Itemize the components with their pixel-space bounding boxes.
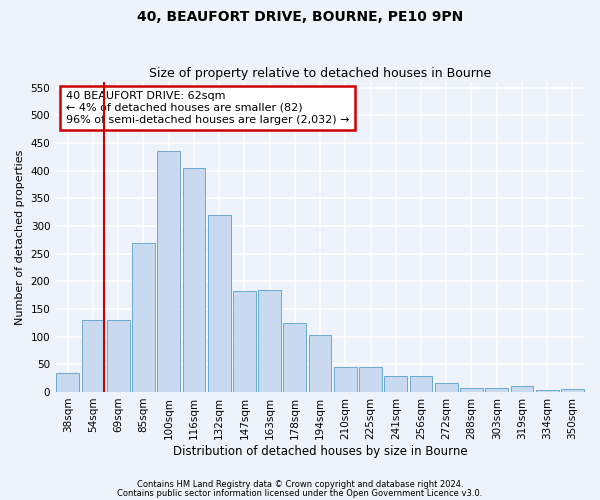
Bar <box>132 242 155 392</box>
Bar <box>385 376 407 392</box>
Bar <box>208 215 230 392</box>
Bar <box>258 290 281 392</box>
Bar <box>485 388 508 392</box>
Bar <box>182 168 205 392</box>
Bar <box>334 367 356 392</box>
Text: Contains HM Land Registry data © Crown copyright and database right 2024.: Contains HM Land Registry data © Crown c… <box>137 480 463 489</box>
Bar <box>410 376 433 392</box>
Bar <box>536 390 559 392</box>
Bar <box>157 151 180 392</box>
Bar <box>56 372 79 392</box>
Bar <box>359 367 382 392</box>
Text: 40, BEAUFORT DRIVE, BOURNE, PE10 9PN: 40, BEAUFORT DRIVE, BOURNE, PE10 9PN <box>137 10 463 24</box>
Bar <box>283 323 306 392</box>
Bar <box>233 290 256 392</box>
Bar <box>435 382 458 392</box>
Bar <box>511 386 533 392</box>
Bar <box>309 335 331 392</box>
X-axis label: Distribution of detached houses by size in Bourne: Distribution of detached houses by size … <box>173 444 467 458</box>
Bar <box>107 320 130 392</box>
Bar <box>561 388 584 392</box>
Y-axis label: Number of detached properties: Number of detached properties <box>15 150 25 324</box>
Text: 40 BEAUFORT DRIVE: 62sqm
← 4% of detached houses are smaller (82)
96% of semi-de: 40 BEAUFORT DRIVE: 62sqm ← 4% of detache… <box>66 92 349 124</box>
Bar <box>82 320 104 392</box>
Bar <box>460 388 483 392</box>
Title: Size of property relative to detached houses in Bourne: Size of property relative to detached ho… <box>149 66 491 80</box>
Text: Contains public sector information licensed under the Open Government Licence v3: Contains public sector information licen… <box>118 488 482 498</box>
